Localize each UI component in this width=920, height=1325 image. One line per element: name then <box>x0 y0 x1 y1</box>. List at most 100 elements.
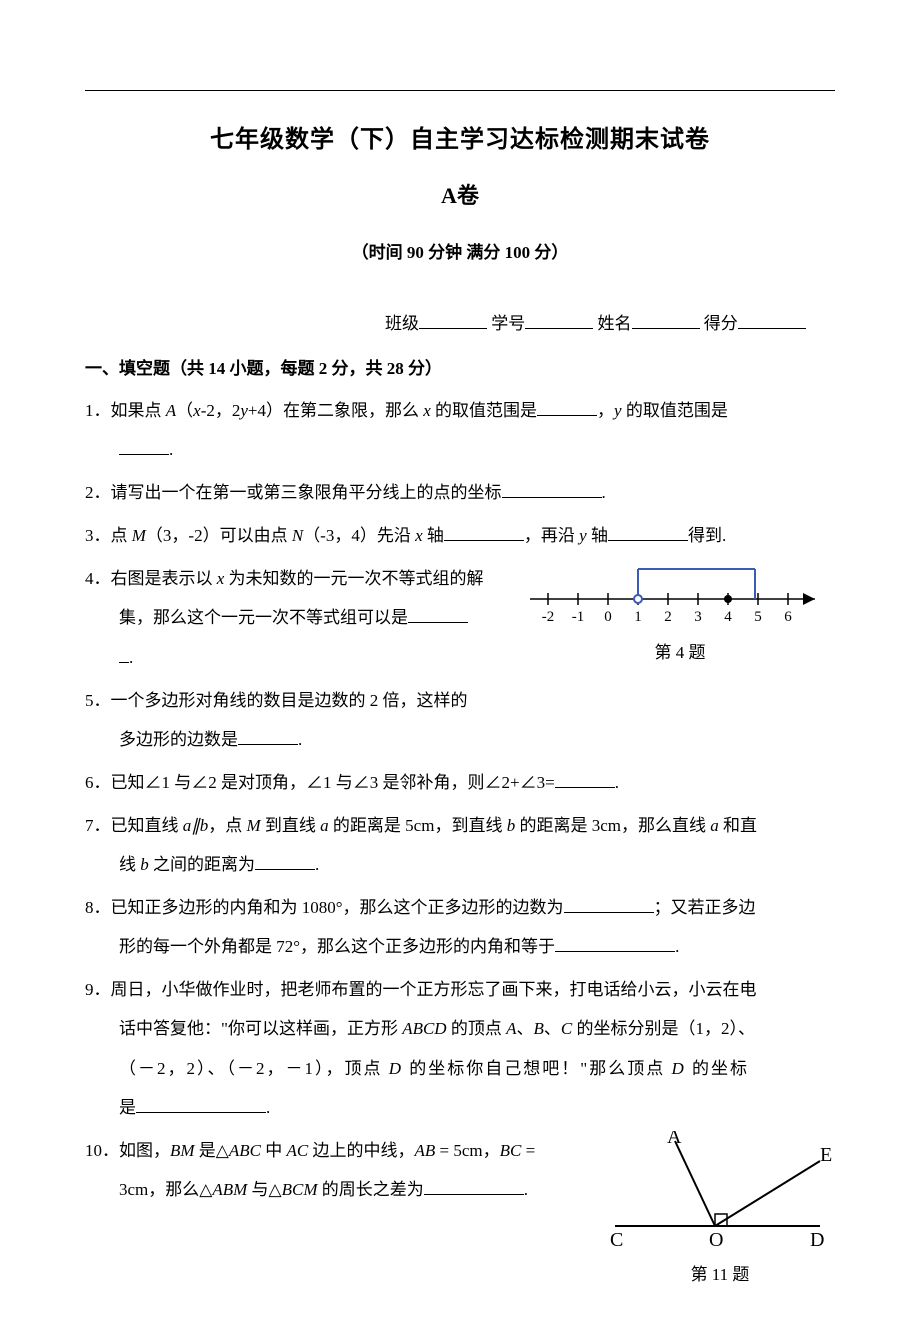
q7-a: a <box>183 816 192 835</box>
q8: 8．已知正多边形的内角和为 1080°，那么这个正多边形的边数为 ；又若正多边 形… <box>85 888 835 966</box>
q9-t4: 是 <box>119 1098 136 1117</box>
q10-t2: 是 <box>195 1141 216 1160</box>
q4-tail: . <box>129 648 133 667</box>
q9-t2c: 、 <box>516 1019 533 1038</box>
svg-text:6: 6 <box>784 609 792 625</box>
q4-blank <box>408 605 468 623</box>
q7-M: M <box>247 816 261 835</box>
q1-t5: ， <box>597 401 614 420</box>
subtitle-juan: 卷 <box>457 183 479 208</box>
q1-t3: +4）在第二象限，那么 <box>248 401 423 420</box>
top-rule <box>85 90 835 91</box>
q2-tail: . <box>602 483 606 502</box>
q6-text: 6．已知∠1 与∠2 是对顶角，∠1 与∠3 是邻补角，则∠2+∠3= <box>85 773 555 792</box>
q10-l2a: 3cm，那么 <box>119 1180 199 1199</box>
svg-text:3: 3 <box>694 609 702 625</box>
q9-t2b: 的顶点 <box>447 1019 507 1038</box>
svg-text:4: 4 <box>724 609 732 625</box>
svg-text:2: 2 <box>664 609 672 625</box>
q10-t6: = <box>521 1141 535 1160</box>
q10-AC: AC <box>286 1141 308 1160</box>
label-score: 得分 <box>704 314 738 333</box>
fig-11: A E C O D 第 11 题 <box>605 1131 835 1285</box>
q9-D: D <box>389 1059 403 1078</box>
q10-BC: BC <box>500 1141 522 1160</box>
q3-N: N <box>292 526 303 545</box>
q10-t5: = 5cm， <box>435 1141 499 1160</box>
q1-y: y <box>240 401 248 420</box>
q5-t1: 5．一个多边形对角线的数目是边数的 2 倍，这样的 <box>85 691 468 710</box>
region <box>634 569 755 603</box>
q10-t1: 10．如图， <box>85 1141 170 1160</box>
q6-tail: . <box>615 773 619 792</box>
q9-A: A <box>506 1019 516 1038</box>
q9-t2e: 的坐标分别是（1，2）、 <box>572 1019 755 1038</box>
q4-blank2 <box>119 645 129 663</box>
q4-t1: 4．右图是表示以 <box>85 569 217 588</box>
q5-tail: . <box>298 730 302 749</box>
q1-blank2 <box>119 437 169 455</box>
q9: 9．周日，小华做作业时，把老师布置的一个正方形忘了画下来，打电话给小云，小云在电… <box>85 970 835 1126</box>
angle-svg: A E C O D <box>605 1131 835 1251</box>
q10-BM: BM <box>170 1141 195 1160</box>
q3-t5: ，再沿 <box>524 526 579 545</box>
q10-ABM: ABM <box>212 1180 247 1199</box>
q7-par: ∥ <box>191 816 200 835</box>
q7-b2: b <box>507 816 516 835</box>
q3-M: M <box>132 526 146 545</box>
q7-t6: 和直 <box>719 816 757 835</box>
q10-ABC: ABC <box>229 1141 261 1160</box>
q9-t3c: 的坐标 <box>686 1059 749 1078</box>
q1-t1: 1．如果点 <box>85 401 166 420</box>
q8-l2: 形的每一个外角都是 72°，那么这个正多边形的内角和等于 <box>119 937 555 956</box>
blank-name <box>632 309 700 329</box>
label-name: 姓名 <box>598 314 632 333</box>
q3-t1: 3．点 <box>85 526 132 545</box>
q10: 10．如图，BM 是△ABC 中 AC 边上的中线，AB = 5cm，BC = … <box>85 1131 597 1209</box>
q6: 6．已知∠1 与∠2 是对顶角，∠1 与∠3 是邻补角，则∠2+∠3=. <box>85 763 835 802</box>
q1-t6: 的取值范围是 <box>622 401 728 420</box>
q3-t4: 轴 <box>423 526 444 545</box>
q8-t2: ；又若正多边 <box>654 898 756 917</box>
q10-tri3: △ <box>269 1180 282 1199</box>
q7-b: b <box>200 816 209 835</box>
q7-a3: a <box>710 816 719 835</box>
lbl-A: A <box>667 1131 682 1148</box>
q10-t4: 边上的中线， <box>308 1141 414 1160</box>
q4-figure: -2-10123456 第 4 题 <box>525 559 835 663</box>
q7-t3: 到直线 <box>261 816 321 835</box>
svg-text:0: 0 <box>604 609 612 625</box>
svg-text:5: 5 <box>754 609 762 625</box>
section-1-head: 一、填空题（共 14 小题，每题 2 分，共 28 分） <box>85 354 835 379</box>
q3-x: x <box>415 526 423 545</box>
q3-blank1 <box>444 523 524 541</box>
q9-D2: D <box>671 1059 685 1078</box>
q4-t2: 集，那么这个一元一次不等式组可以是 <box>119 608 408 627</box>
q1: 1．如果点 A（x-2，2y+4）在第二象限，那么 x 的取值范围是，y 的取值… <box>85 391 835 469</box>
q10-tri: △ <box>216 1141 229 1160</box>
q1-t4: 的取值范围是 <box>431 401 537 420</box>
q4-caption: 第 4 题 <box>525 638 835 663</box>
q3-t6: 轴 <box>587 526 608 545</box>
q9-C: C <box>561 1019 572 1038</box>
lbl-E: E <box>820 1144 832 1166</box>
q1-tail: . <box>169 440 173 459</box>
q4: 4．右图是表示以 x 为未知数的一元一次不等式组的解 集，那么这个一元一次不等式… <box>85 559 835 680</box>
q2-text: 2．请写出一个在第一或第三象限角平分线上的点的坐标 <box>85 483 502 502</box>
blank-class <box>419 309 487 329</box>
subtitle-a: A <box>441 183 457 208</box>
q7-t1: 7．已知直线 <box>85 816 183 835</box>
q9-t3a: （－2，2）、（－2，－1），顶点 <box>119 1059 389 1078</box>
svg-text:-1: -1 <box>572 609 585 625</box>
q9-B: B <box>533 1019 543 1038</box>
q8-t1: 8．已知正多边形的内角和为 1080°，那么这个正多边形的边数为 <box>85 898 564 917</box>
svg-text:-2: -2 <box>542 609 555 625</box>
q7-t4: 的距离是 5cm，到直线 <box>329 816 507 835</box>
subtitle: A卷 <box>85 178 835 210</box>
q7-t5: 的距离是 3cm，那么直线 <box>515 816 710 835</box>
q7-tail: . <box>315 855 319 874</box>
q1-t2: -2，2 <box>201 401 241 420</box>
lbl-C: C <box>610 1229 623 1251</box>
q9-t2a: 话中答复他："你可以这样画，正方形 <box>119 1019 402 1038</box>
q8-blank2 <box>555 934 675 952</box>
